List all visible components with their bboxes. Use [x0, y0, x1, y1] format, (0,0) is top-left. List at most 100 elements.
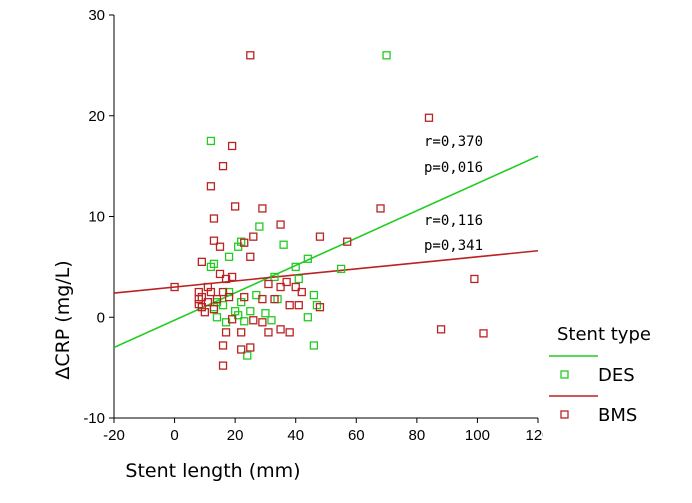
y-tick-label: -10: [83, 410, 105, 427]
bms-point: [227, 315, 237, 324]
des-point: [291, 262, 300, 272]
y-tick-label: 20: [88, 108, 105, 125]
bms-point: [215, 269, 225, 279]
bms-point: [206, 182, 216, 191]
des-point: [246, 307, 255, 316]
bms-point: [227, 141, 237, 151]
bms-point: [237, 345, 246, 354]
bms-point: [282, 277, 291, 287]
des-point: [212, 313, 222, 322]
bms-point: [209, 236, 219, 245]
bms-point: [203, 282, 213, 292]
des-point: [218, 301, 228, 310]
bms-point: [315, 232, 325, 241]
bms-point: [212, 294, 222, 304]
x-tick-label: -20: [103, 427, 125, 444]
des-p-annotation: p=0,016: [424, 160, 483, 176]
bms-point: [270, 294, 279, 304]
bms-point: [285, 301, 294, 310]
bms-point: [264, 279, 273, 289]
bms-point: [291, 282, 300, 292]
des-point: [261, 309, 270, 318]
bms-point: [424, 113, 434, 122]
bms-point: [376, 204, 385, 213]
des-point: [382, 51, 391, 60]
bms-point: [221, 328, 231, 337]
des-point: [336, 264, 346, 274]
legend-bms-marker: [560, 410, 569, 419]
x-tick-label: 20: [227, 427, 244, 444]
bms-point: [221, 274, 231, 284]
bms-point: [258, 294, 267, 304]
bms-r-annotation: r=0,116: [424, 213, 483, 229]
des-point: [206, 136, 216, 146]
legend-title: Stent type: [557, 324, 651, 345]
des-r-annotation: r=0,370: [424, 134, 483, 150]
des-point: [255, 222, 264, 231]
des-point: [303, 313, 312, 322]
bms-point: [258, 204, 267, 213]
x-tick-label: 40: [287, 427, 304, 444]
bms-point: [240, 238, 249, 247]
des-point: [309, 290, 319, 300]
bms-point: [197, 257, 206, 266]
bms-point: [276, 220, 285, 229]
x-tick-label: 100: [465, 427, 490, 444]
bms-point: [470, 274, 479, 284]
bms-point: [479, 329, 488, 338]
des-point: [224, 252, 234, 261]
bms-point: [246, 343, 255, 352]
y-axis-title: ΔCRP (mg/L): [52, 260, 74, 379]
bms-point: [237, 328, 246, 337]
des-point: [267, 316, 276, 325]
bms-point: [315, 303, 325, 312]
bms-point: [209, 214, 219, 223]
bms-point: [197, 292, 206, 302]
bms-point: [285, 328, 294, 337]
des-point: [279, 240, 288, 249]
y-tick-label: 10: [88, 209, 105, 226]
bms-point: [258, 318, 267, 327]
x-tick-label: 0: [170, 427, 178, 444]
bms-point: [240, 292, 249, 302]
x-tick-label: 60: [348, 427, 365, 444]
legend-des-label: DES: [598, 365, 635, 386]
plot-area: [114, 15, 538, 418]
bms-point: [249, 316, 258, 325]
bms-fit-line: [113, 249, 539, 294]
bms-point: [264, 328, 273, 337]
bms-point: [218, 341, 228, 350]
bms-point: [215, 242, 225, 251]
des-point: [240, 317, 249, 326]
bms-point: [297, 287, 306, 297]
des-point: [224, 287, 234, 297]
bms-point: [230, 202, 240, 211]
bms-point: [246, 252, 255, 261]
bms-point: [276, 282, 285, 292]
y-tick-label: 0: [97, 309, 105, 326]
bms-point: [276, 325, 285, 334]
x-tick-label: 80: [409, 427, 426, 444]
des-point: [243, 351, 252, 360]
bms-point: [218, 161, 228, 171]
bms-point: [343, 237, 352, 246]
bms-point: [200, 308, 210, 317]
des-fit-line: [113, 155, 539, 349]
des-point: [294, 274, 303, 284]
bms-point: [227, 272, 237, 282]
legend-des-marker: [560, 370, 569, 379]
bms-point: [209, 305, 219, 314]
des-point: [309, 341, 319, 350]
x-axis-title: Stent length (mm): [125, 460, 300, 482]
bms-point: [218, 287, 228, 297]
bms-point: [170, 282, 179, 292]
y-tick-label: 30: [88, 7, 105, 24]
bms-point: [246, 51, 255, 60]
bms-point: [224, 292, 234, 302]
bms-p-annotation: p=0,341: [424, 238, 483, 254]
des-point: [206, 262, 216, 272]
des-point: [270, 272, 279, 282]
bms-point: [294, 301, 303, 310]
legend-bms-label: BMS: [598, 405, 637, 426]
